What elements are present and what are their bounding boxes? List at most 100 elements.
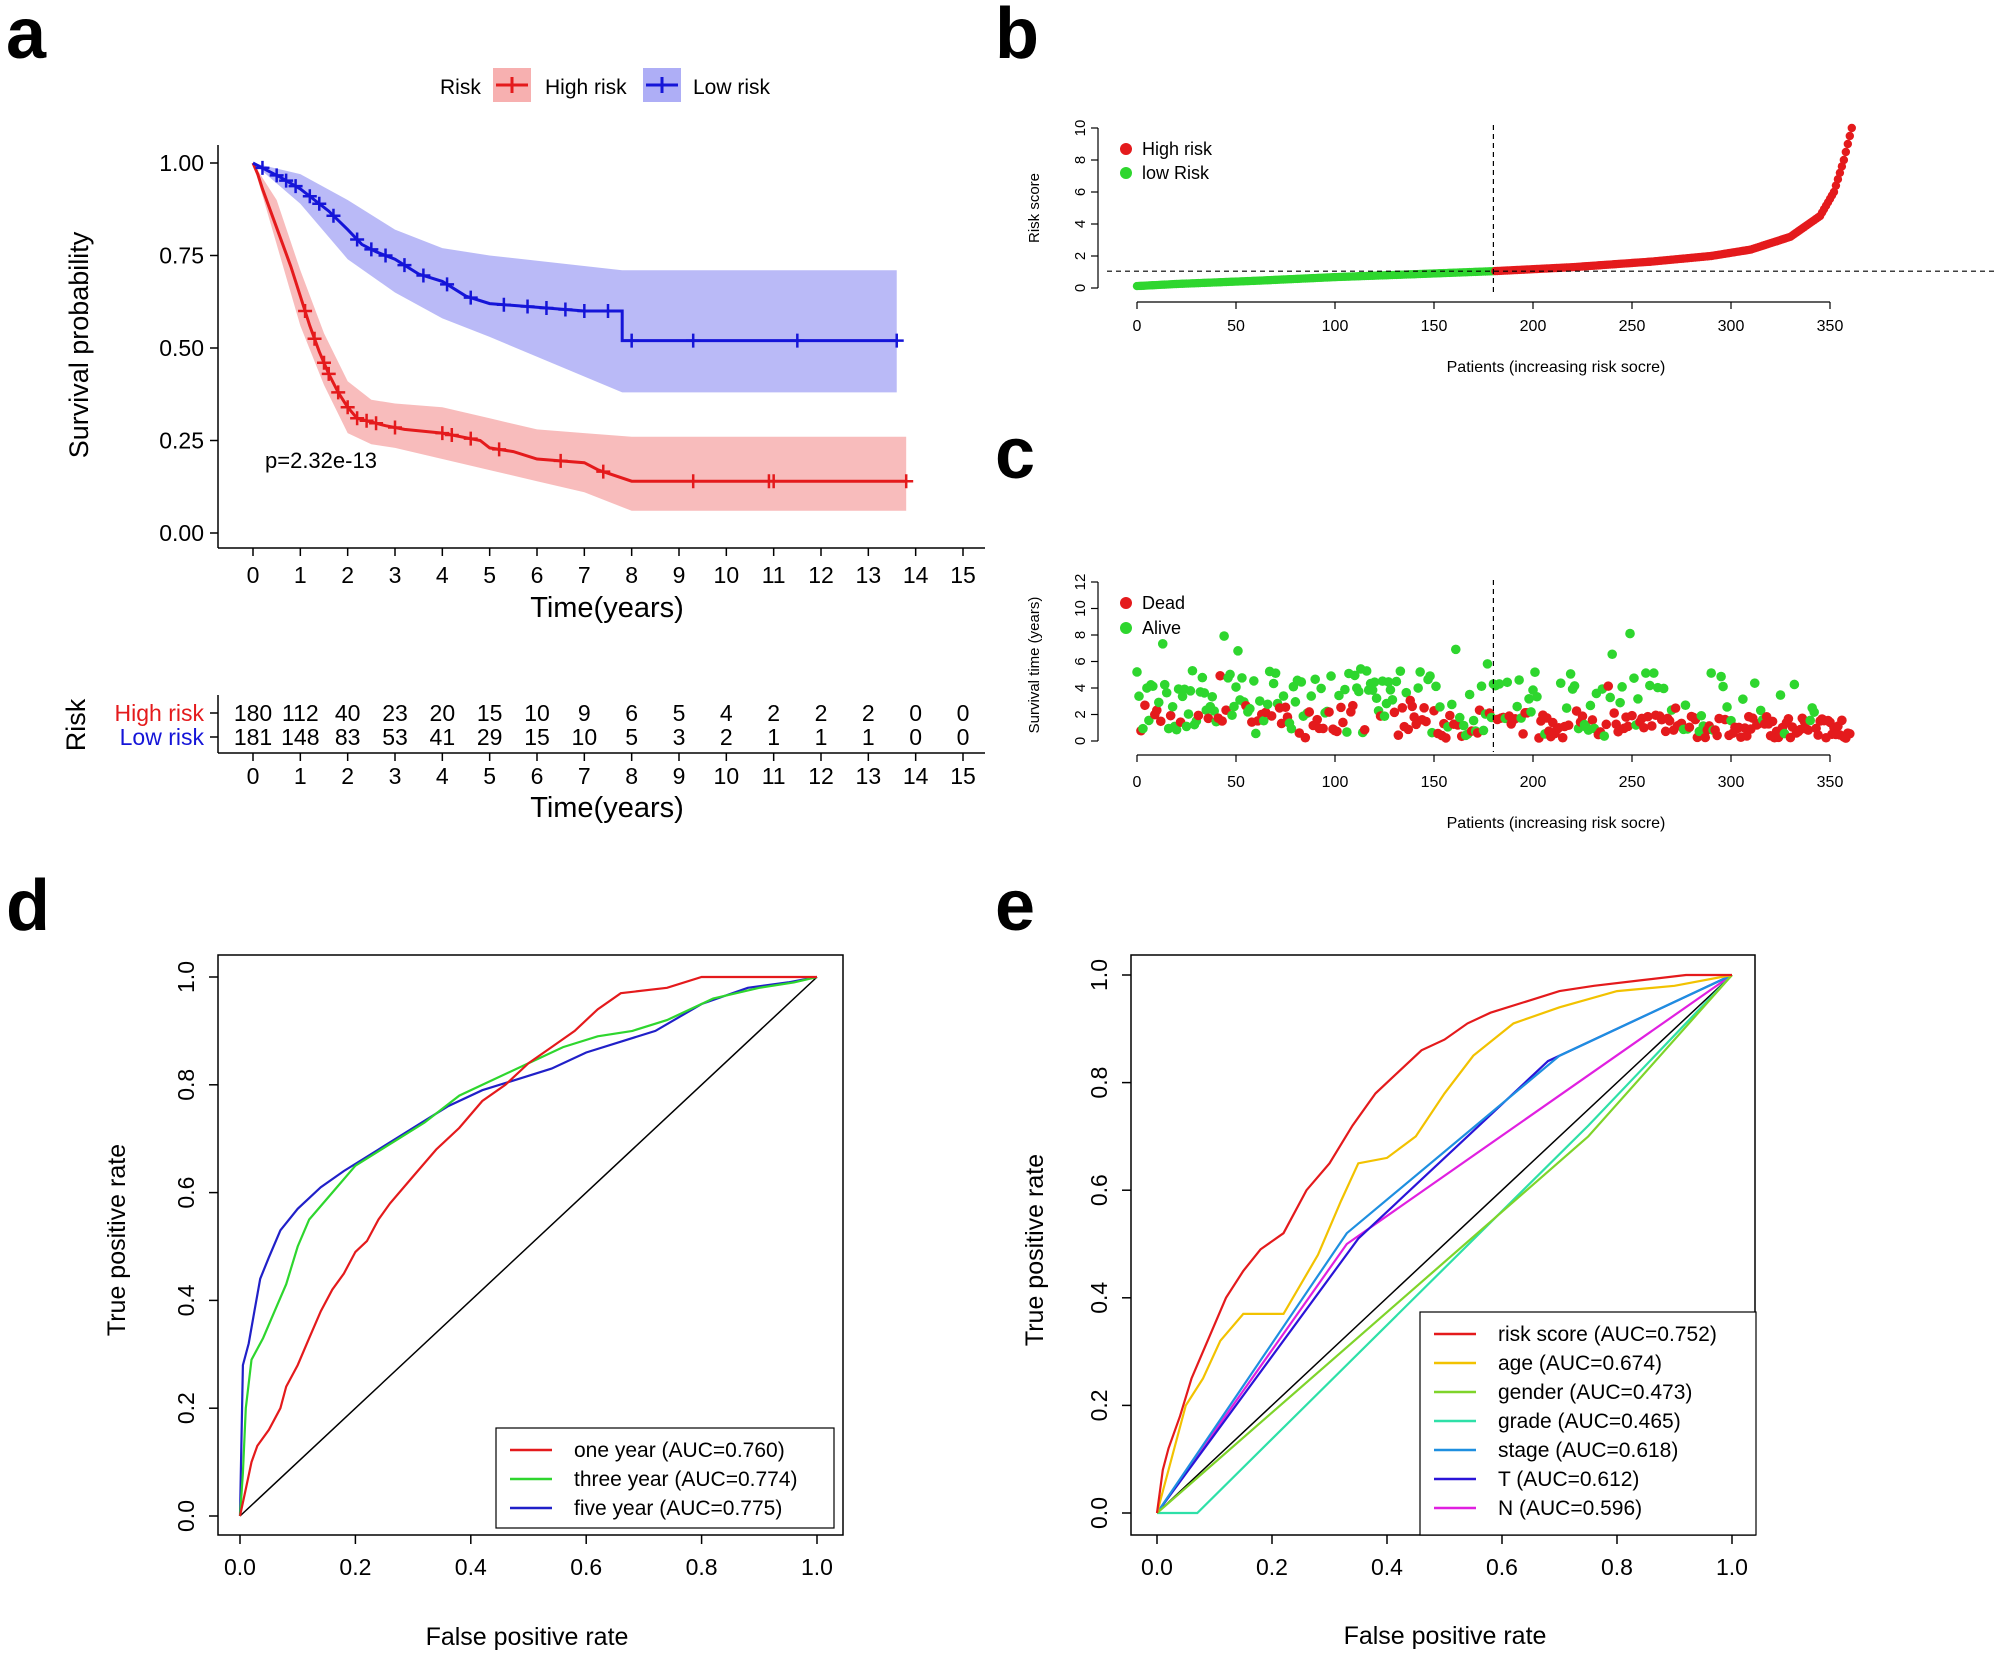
risk-x-tick-label: 350 <box>1817 318 1844 335</box>
roc-frame <box>217 954 844 1536</box>
alive-point <box>1722 702 1732 712</box>
dead-point <box>1215 670 1225 681</box>
km-censor-mark <box>435 426 450 441</box>
alive-point <box>1468 715 1479 726</box>
alive-point <box>1251 728 1261 739</box>
alive-point <box>1227 710 1237 721</box>
surv-y-tick-label: 2 <box>1072 710 1089 718</box>
roc-curve <box>1155 973 1733 1514</box>
risk-score-point <box>1843 139 1853 149</box>
legend-high-risk-label: High risk <box>1142 139 1213 159</box>
risk-table-x-tick-label: 11 <box>762 763 786 789</box>
roc-y-tick-label: 0.4 <box>1086 1282 1112 1314</box>
alive-point <box>1270 668 1281 678</box>
alive-point <box>1353 686 1364 697</box>
dead-point <box>1445 710 1455 721</box>
dead-point <box>1266 711 1277 721</box>
km-ylabel: Survival probability <box>64 231 94 458</box>
alive-point <box>1526 707 1536 717</box>
dead-point <box>1336 702 1346 713</box>
risk-score-point <box>1829 187 1839 197</box>
km-xlabel: Time(years) <box>530 592 684 624</box>
risk-table-cell: 9 <box>578 700 591 726</box>
survival-status-plot-area: 0 2 4 6 8 10 12 0 50 100 150 200 250 300 350 <box>1072 574 1855 791</box>
panel-label-b: b <box>995 0 1039 74</box>
roc-curve <box>238 975 818 1517</box>
roc-x-tick-label: 1.0 <box>1716 1554 1748 1580</box>
risk-score-xlabel: Patients (increasing risk socre) <box>1447 359 1666 376</box>
panel-label-a: a <box>6 0 47 74</box>
dead-point <box>1318 723 1328 734</box>
alive-point <box>1494 679 1505 689</box>
alive-point <box>1755 705 1766 716</box>
alive-point <box>1207 691 1218 702</box>
dead-point <box>1518 729 1528 739</box>
alive-point <box>1401 687 1412 698</box>
roc-x-tick-label: 0.0 <box>1141 1554 1173 1580</box>
km-y-tick-label: 0.50 <box>159 335 204 361</box>
surv-x-tick-label: 350 <box>1817 774 1844 791</box>
risk-x-tick-label: 300 <box>1718 318 1745 335</box>
alive-point <box>1789 679 1800 690</box>
dead-point <box>1627 710 1637 721</box>
alive-point <box>1809 707 1819 717</box>
km-censor-mark <box>601 304 615 318</box>
alive-point <box>1225 669 1235 680</box>
dead-point <box>1280 702 1291 713</box>
risk-table-xlabel: Time(years) <box>530 792 684 824</box>
km-y-tick-label: 0.75 <box>159 243 204 269</box>
alive-point <box>1290 697 1301 707</box>
roc-time-plot: 0.0 0.2 0.4 0.6 0.8 1.0 0.0 0.2 0.4 0.6 0.8 1.0 one … <box>103 954 844 1651</box>
surv-x-tick-label: 50 <box>1227 774 1245 791</box>
alive-point <box>1144 715 1154 726</box>
alive-point <box>1159 679 1170 690</box>
alive-point <box>1197 672 1208 683</box>
km-legend-low-label: Low risk <box>693 76 771 99</box>
dead-point <box>1643 711 1653 722</box>
alive-point <box>1706 668 1716 678</box>
km-censor-mark <box>317 355 331 370</box>
risk-x-tick-label: 100 <box>1322 318 1349 335</box>
risk-table-cell: 5 <box>625 724 638 750</box>
km-censor-mark <box>520 299 535 314</box>
risk-table-x-tick-label: 2 <box>341 763 354 789</box>
km-legend-title: Risk <box>440 76 481 99</box>
alive-point <box>1187 665 1198 676</box>
dead-point <box>1441 733 1451 743</box>
roc-legend-label: gender (AUC=0.473) <box>1498 1381 1692 1404</box>
km-censor-mark <box>416 268 431 283</box>
roc-curve <box>1155 973 1732 1514</box>
alive-point <box>1171 724 1182 735</box>
km-x-tick-label: 7 <box>578 562 591 588</box>
alive-point <box>1181 721 1192 732</box>
alive-point <box>1696 710 1707 721</box>
km-x-tick-label: 4 <box>436 562 449 588</box>
roc-diagonal <box>239 976 818 1517</box>
survival-status-xlabel: Patients (increasing risk socre) <box>1447 815 1666 832</box>
alive-point <box>1278 691 1289 701</box>
alive-point <box>1476 681 1487 691</box>
risk-y-tick-label: 8 <box>1072 156 1089 164</box>
dead-point <box>1611 719 1621 730</box>
alive-point <box>1450 644 1461 655</box>
surv-x-tick-label: 0 <box>1133 774 1142 791</box>
roc-x-tick-label: 0.8 <box>686 1554 718 1580</box>
risk-table-cell: 29 <box>477 724 503 750</box>
risk-table-cell: 180 <box>234 700 272 726</box>
dead-point <box>1407 701 1418 712</box>
km-x-tick-label: 10 <box>714 562 740 588</box>
alive-point <box>1379 711 1390 722</box>
dead-point <box>1152 705 1162 716</box>
alive-point <box>1569 681 1580 691</box>
alive-point <box>1658 683 1669 694</box>
km-x-tick-label: 12 <box>808 562 834 588</box>
roc-y-tick-label: 1.0 <box>173 961 199 993</box>
roc-legend-label: five year (AUC=0.775) <box>574 1497 782 1520</box>
alive-point <box>1245 703 1255 714</box>
km-censor-mark <box>577 304 592 318</box>
risk-y-tick-label: 2 <box>1072 252 1089 260</box>
dead-point <box>1389 707 1400 718</box>
km-axes: 0.000.250.500.751.000 1 2 3 4 5 6 7 8 9 10 11 12 13 14… <box>159 145 985 588</box>
alive-point <box>1316 683 1326 694</box>
